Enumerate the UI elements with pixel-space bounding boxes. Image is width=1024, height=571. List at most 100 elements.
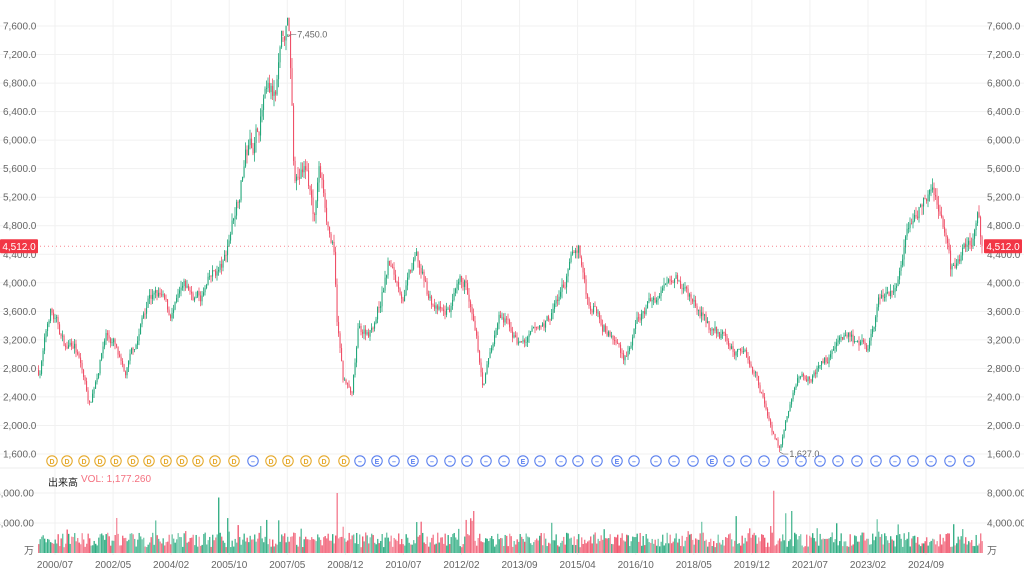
event-marker[interactable]: –	[247, 455, 259, 467]
volume-bar	[378, 543, 380, 553]
dividend-marker[interactable]: D	[143, 455, 155, 467]
event-marker[interactable]: –	[498, 455, 510, 467]
candle-body	[531, 328, 533, 332]
dividend-marker[interactable]: D	[110, 455, 122, 467]
event-marker[interactable]: –	[572, 455, 584, 467]
dividend-marker[interactable]: D	[176, 455, 188, 467]
dividend-marker[interactable]: D	[127, 455, 139, 467]
candle-body	[893, 291, 895, 293]
dividend-marker[interactable]: D	[192, 455, 204, 467]
volume-bar	[791, 511, 793, 553]
dividend-marker[interactable]: D	[228, 455, 240, 467]
volume-bar	[128, 539, 130, 553]
marker-circle	[851, 455, 863, 467]
volume-bar	[554, 540, 556, 553]
marker-letter: D	[179, 459, 184, 466]
volume-bar	[863, 532, 865, 553]
volume-bar	[392, 546, 394, 553]
volume-bar	[743, 543, 745, 553]
event-marker[interactable]: –	[814, 455, 826, 467]
dividend-marker[interactable]: D	[94, 455, 106, 467]
candle-body	[561, 284, 563, 292]
candle-body	[437, 305, 439, 310]
dividend-marker[interactable]: D	[318, 455, 330, 467]
event-marker[interactable]: –	[388, 455, 400, 467]
dividend-marker[interactable]: D	[160, 455, 172, 467]
event-marker[interactable]: –	[668, 455, 680, 467]
candle-body	[566, 276, 568, 288]
earnings-marker[interactable]: E	[706, 455, 718, 467]
event-marker[interactable]: –	[534, 455, 546, 467]
earnings-marker[interactable]: E	[517, 455, 529, 467]
event-marker[interactable]: –	[777, 455, 789, 467]
candle-body	[246, 149, 248, 156]
dividend-marker[interactable]: D	[265, 455, 277, 467]
low-leader	[779, 451, 789, 455]
candle-body	[473, 314, 475, 321]
event-marker[interactable]: –	[963, 455, 975, 467]
candle-body	[213, 270, 215, 272]
event-marker[interactable]: –	[851, 455, 863, 467]
candle-body	[239, 200, 241, 203]
candle-body	[728, 340, 730, 347]
dividend-marker[interactable]: D	[78, 455, 90, 467]
volume-bar	[125, 537, 127, 553]
event-marker[interactable]: –	[944, 455, 956, 467]
marker-letter: D	[341, 459, 346, 466]
event-marker[interactable]: –	[740, 455, 752, 467]
candle-body	[795, 385, 797, 388]
candle-body	[248, 145, 250, 156]
dividend-marker[interactable]: D	[300, 455, 312, 467]
event-marker[interactable]: –	[354, 455, 366, 467]
earnings-marker[interactable]: E	[407, 455, 419, 467]
volume-bar	[975, 534, 977, 553]
volume-bar	[188, 541, 190, 553]
volume-bar	[246, 537, 248, 553]
volume-bar	[419, 535, 421, 553]
volume-bar	[515, 544, 517, 553]
dividend-marker[interactable]: D	[46, 455, 58, 467]
candle-body	[645, 308, 647, 314]
event-marker[interactable]: –	[687, 455, 699, 467]
event-marker[interactable]: –	[591, 455, 603, 467]
event-marker[interactable]: –	[795, 455, 807, 467]
dividend-marker[interactable]: D	[338, 455, 350, 467]
event-marker[interactable]: –	[758, 455, 770, 467]
event-marker[interactable]: –	[444, 455, 456, 467]
marker-circle	[628, 455, 640, 467]
event-marker[interactable]: –	[426, 455, 438, 467]
volume-bar	[293, 532, 295, 553]
dividend-marker[interactable]: D	[282, 455, 294, 467]
volume-bar	[278, 520, 280, 553]
volume-bar	[738, 543, 740, 553]
candle-body	[911, 223, 913, 225]
volume-bar	[834, 539, 836, 553]
earnings-marker[interactable]: E	[611, 455, 623, 467]
event-marker[interactable]: –	[907, 455, 919, 467]
event-marker[interactable]: –	[480, 455, 492, 467]
event-marker[interactable]: –	[832, 455, 844, 467]
volume-bar	[567, 533, 569, 553]
candle-body	[116, 344, 118, 347]
event-marker[interactable]: –	[461, 455, 473, 467]
volume-bar	[705, 539, 707, 553]
candle-body	[801, 373, 803, 377]
event-marker[interactable]: –	[555, 455, 567, 467]
volume-bar	[780, 541, 782, 553]
candle-body	[297, 176, 299, 178]
volume-bar	[542, 545, 544, 553]
earnings-marker[interactable]: E	[371, 455, 383, 467]
event-marker[interactable]: –	[889, 455, 901, 467]
dividend-marker[interactable]: D	[61, 455, 73, 467]
event-marker[interactable]: –	[723, 455, 735, 467]
dividend-marker[interactable]: D	[209, 455, 221, 467]
event-marker[interactable]: –	[650, 455, 662, 467]
candle-body	[332, 241, 334, 243]
event-marker[interactable]: –	[870, 455, 882, 467]
volume-bar	[164, 545, 166, 553]
event-marker[interactable]: –	[628, 455, 640, 467]
candle-body	[146, 307, 148, 314]
event-marker[interactable]: –	[925, 455, 937, 467]
candle-body	[674, 278, 676, 283]
